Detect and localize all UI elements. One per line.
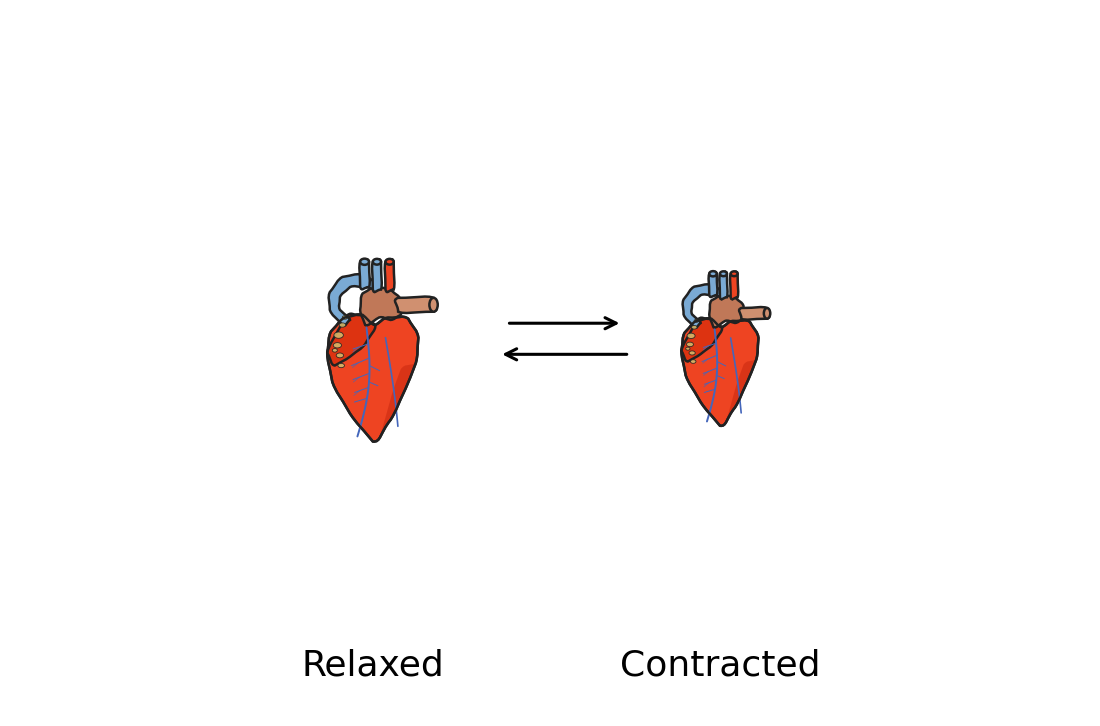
PathPatch shape [327, 314, 375, 365]
Ellipse shape [339, 323, 345, 327]
Ellipse shape [360, 258, 368, 265]
Ellipse shape [332, 348, 338, 352]
Ellipse shape [694, 319, 698, 322]
Ellipse shape [337, 353, 343, 358]
PathPatch shape [708, 272, 717, 297]
Ellipse shape [429, 298, 438, 311]
Ellipse shape [686, 342, 693, 346]
Ellipse shape [710, 271, 717, 277]
PathPatch shape [378, 363, 416, 439]
Ellipse shape [688, 333, 695, 338]
PathPatch shape [739, 307, 769, 319]
Ellipse shape [730, 272, 738, 276]
Ellipse shape [691, 359, 696, 363]
PathPatch shape [725, 359, 757, 424]
Ellipse shape [333, 343, 341, 348]
PathPatch shape [681, 318, 722, 362]
Text: Contracted: Contracted [619, 648, 821, 682]
Ellipse shape [763, 308, 770, 319]
Ellipse shape [338, 364, 344, 367]
PathPatch shape [719, 272, 727, 299]
PathPatch shape [327, 314, 418, 441]
PathPatch shape [730, 272, 738, 299]
Ellipse shape [685, 347, 690, 350]
Ellipse shape [334, 332, 343, 338]
PathPatch shape [395, 297, 437, 313]
Ellipse shape [385, 259, 394, 265]
PathPatch shape [372, 259, 382, 292]
Ellipse shape [692, 325, 697, 329]
Ellipse shape [720, 272, 727, 276]
Ellipse shape [373, 259, 381, 265]
PathPatch shape [681, 318, 759, 426]
Ellipse shape [342, 316, 348, 319]
PathPatch shape [331, 315, 367, 351]
PathPatch shape [329, 274, 376, 325]
PathPatch shape [684, 319, 716, 348]
PathPatch shape [360, 287, 401, 325]
PathPatch shape [360, 259, 370, 290]
PathPatch shape [385, 259, 395, 292]
PathPatch shape [683, 285, 723, 327]
Text: Relaxed: Relaxed [301, 648, 444, 682]
Ellipse shape [689, 351, 695, 355]
PathPatch shape [710, 295, 745, 327]
